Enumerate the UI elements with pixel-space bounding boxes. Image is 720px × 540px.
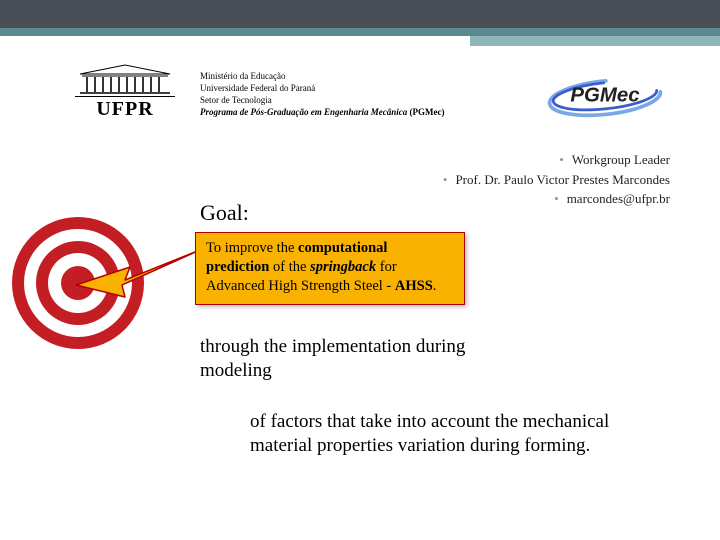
goal-box-text: . bbox=[433, 278, 437, 294]
target-icon bbox=[8, 213, 148, 353]
header-row: UFPR Ministério da Educação Universidade… bbox=[0, 36, 720, 129]
slide-top-bar bbox=[0, 0, 720, 28]
slide-teal-bar bbox=[0, 28, 720, 36]
goal-box-bold: AHSS bbox=[395, 278, 433, 294]
goal-box: To improve the computational prediction … bbox=[195, 232, 465, 305]
institution-line-3: Setor de Tecnologia bbox=[200, 94, 520, 106]
institution-line-1: Ministério da Educação bbox=[200, 70, 520, 82]
paragraph-through: through the implementation during modeli… bbox=[200, 335, 490, 383]
institution-line-2: Universidade Federal do Paraná bbox=[200, 82, 520, 94]
paragraph-factors: of factors that take into account the me… bbox=[250, 410, 630, 458]
ufpr-label: UFPR bbox=[75, 96, 175, 121]
svg-text:PGMec: PGMec bbox=[570, 84, 640, 106]
workgroup-item: Workgroup Leader bbox=[443, 150, 670, 170]
pgmec-logo-icon: PGMec bbox=[540, 68, 670, 124]
goal-box-text: of the bbox=[269, 259, 310, 275]
workgroup-item: Prof. Dr. Paulo Victor Prestes Marcondes bbox=[443, 170, 670, 190]
ufpr-logo: UFPR bbox=[70, 64, 180, 121]
goal-heading: Goal: bbox=[200, 200, 249, 226]
goal-box-text: To improve the bbox=[206, 240, 298, 256]
workgroup-item: marcondes@ufpr.br bbox=[443, 189, 670, 209]
slide-teal-accent bbox=[470, 36, 720, 46]
institution-line-4: Programa de Pós-Graduação em Engenharia … bbox=[200, 106, 520, 118]
pgmec-logo: PGMec bbox=[540, 64, 670, 129]
ufpr-building-icon bbox=[75, 64, 175, 96]
goal-box-bolditalic: springback bbox=[310, 259, 376, 275]
workgroup-list: Workgroup Leader Prof. Dr. Paulo Victor … bbox=[443, 150, 670, 209]
institution-text: Ministério da Educação Universidade Fede… bbox=[200, 64, 520, 119]
